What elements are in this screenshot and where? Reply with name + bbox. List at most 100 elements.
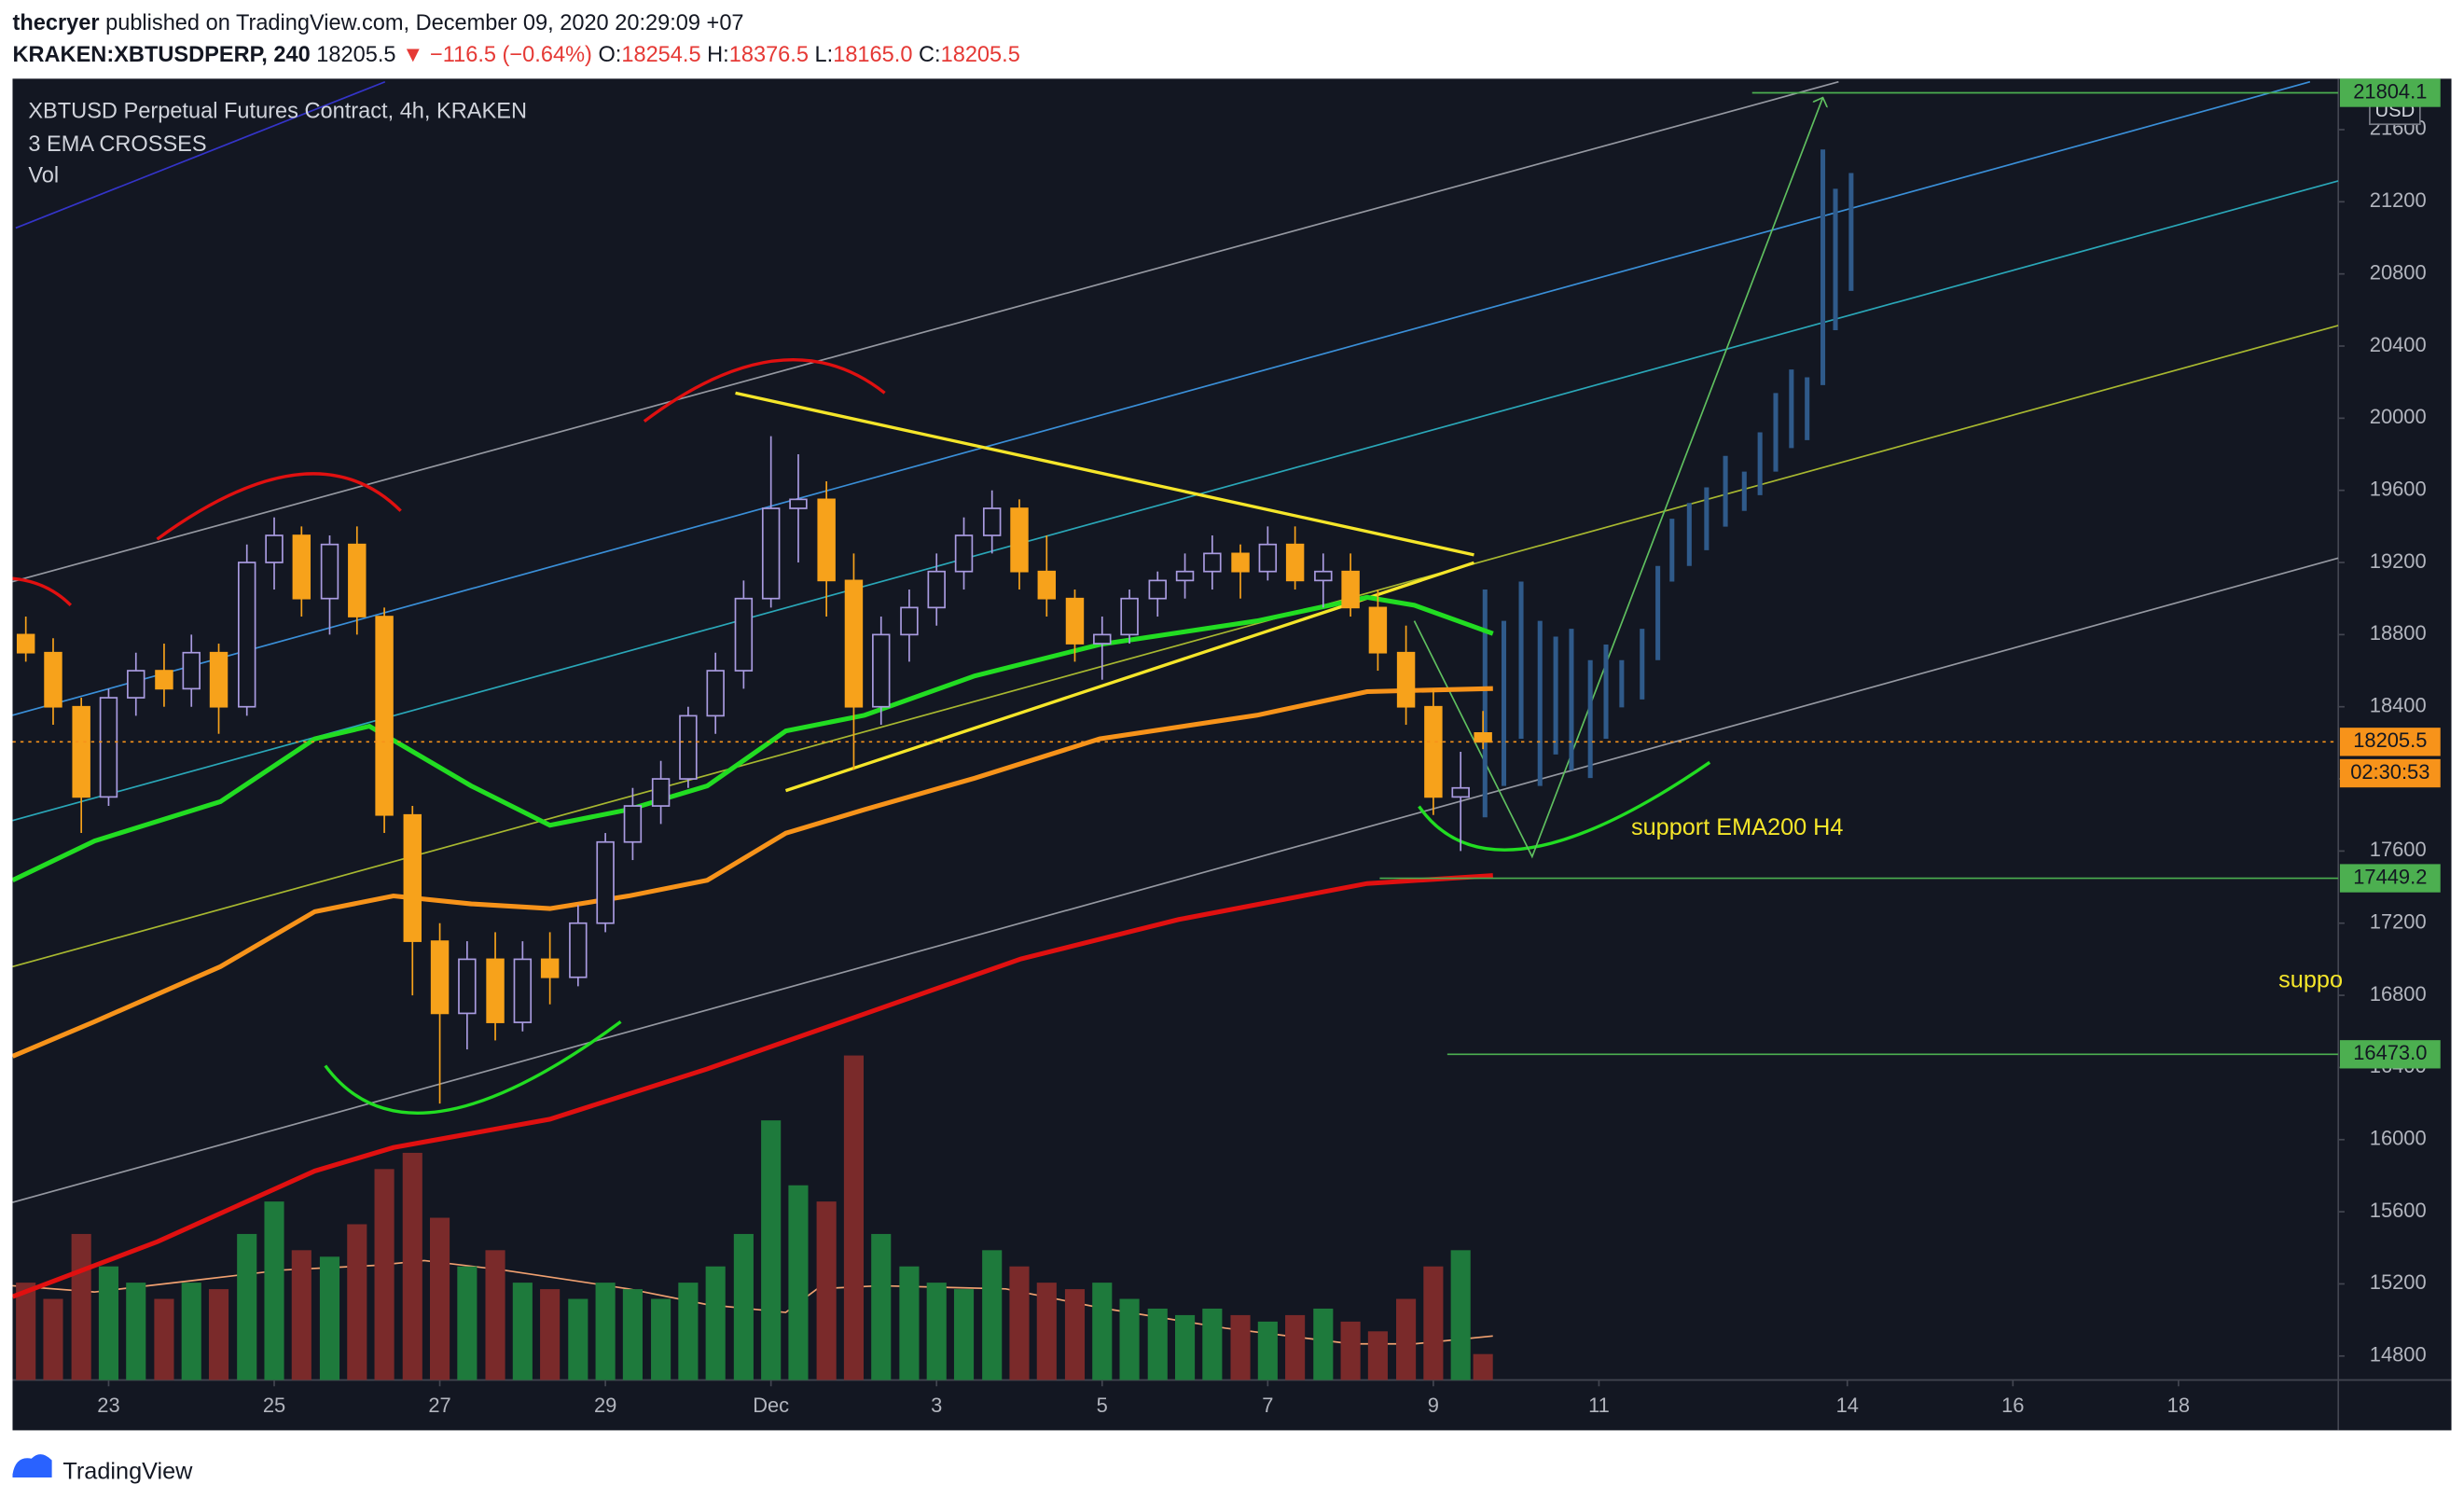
ohlc-value: 18205.5	[941, 42, 1020, 66]
channel-line	[12, 80, 1839, 583]
symbol: KRAKEN:XBTUSDPERP, 240	[12, 42, 310, 66]
volume-bar	[98, 1266, 119, 1380]
triangle-line	[735, 391, 1474, 557]
volume-bar	[43, 1298, 63, 1380]
volume-bar	[1147, 1308, 1168, 1380]
volume-bar	[1009, 1266, 1030, 1380]
volume-bar	[1064, 1289, 1086, 1380]
volume-bar	[1092, 1283, 1113, 1380]
candle-body	[651, 778, 671, 807]
legend-indicator: 3 EMA CROSSES	[28, 132, 206, 156]
volume-bar	[1367, 1331, 1388, 1380]
candle-body	[403, 813, 422, 942]
y-tick-label: 19200	[2370, 549, 2427, 573]
price-marker-label: 16473.0	[2353, 1041, 2427, 1064]
candle-body	[1396, 651, 1416, 708]
candle-body	[1474, 732, 1492, 743]
volume-bar	[1396, 1298, 1417, 1380]
volume-bar	[1257, 1321, 1278, 1380]
volume-bar	[512, 1283, 533, 1380]
candle-body	[1258, 543, 1278, 573]
ohlc-value: 18376.5	[729, 42, 809, 66]
volume-bar	[678, 1283, 699, 1380]
x-tick-label: 25	[263, 1394, 285, 1417]
price-axis: 1480015200156001600016400168001720017600…	[97, 117, 2426, 1417]
volume-bar	[540, 1289, 561, 1380]
annotation: support EMA200 H4	[1631, 814, 1844, 840]
volume-bar	[982, 1250, 1003, 1380]
candle-body	[540, 958, 560, 978]
candle-body	[1424, 705, 1443, 798]
volume-bar	[319, 1256, 340, 1380]
projection-bars	[1482, 149, 1854, 818]
ema-line	[12, 873, 1493, 1299]
volume-bar	[843, 1055, 865, 1380]
candle-body	[1037, 570, 1057, 600]
volume-bar	[1313, 1308, 1334, 1380]
price-marker	[2339, 864, 2441, 893]
candle-body	[679, 714, 698, 780]
volume-bar	[374, 1169, 395, 1380]
candle-body	[1065, 597, 1085, 645]
candle-body	[1203, 552, 1222, 573]
volume-bar	[733, 1233, 754, 1380]
volume-bar	[622, 1289, 643, 1380]
candle-body	[1341, 570, 1360, 609]
ohlc-key: C:	[919, 42, 941, 66]
volume-bar	[291, 1250, 311, 1380]
y-tick-label: 21200	[2370, 188, 2427, 212]
volume-bar	[1036, 1283, 1057, 1380]
candle-body	[1120, 597, 1139, 636]
trend-line	[15, 80, 386, 229]
volume-bar	[457, 1266, 478, 1380]
candle-body	[1285, 543, 1305, 582]
price-marker	[2339, 78, 2441, 107]
author: thecryer published on TradingView.com, D…	[12, 10, 743, 35]
symbol-line: KRAKEN:XBTUSDPERP, 240 18205.5 ▼ −116.5 …	[12, 42, 1019, 66]
candle-body	[1175, 570, 1195, 582]
y-tick-label: 16800	[2370, 982, 2427, 1006]
volume-bar	[1450, 1250, 1471, 1380]
y-tick-label: 15200	[2370, 1270, 2427, 1294]
candle-body	[1314, 570, 1333, 582]
legend-volume: Vol	[28, 163, 59, 187]
legend-title: XBTUSD Perpetual Futures Contract, 4h, K…	[28, 98, 527, 122]
arc	[324, 1019, 622, 1115]
volume-bar	[1423, 1266, 1444, 1380]
candle-body	[900, 606, 919, 636]
price-change: ▼ −116.5 (−0.64%)	[402, 42, 592, 66]
volume-bar	[1119, 1298, 1140, 1380]
volume-bar	[871, 1233, 892, 1380]
countdown-box	[2339, 758, 2441, 788]
y-tick-label: 17600	[2370, 838, 2427, 861]
x-tick-label: 5	[1097, 1394, 1108, 1417]
candle-body	[872, 633, 891, 708]
candle-body	[734, 597, 754, 672]
candle-body	[430, 940, 450, 1015]
volume-bar	[71, 1233, 91, 1380]
candle-body	[1451, 786, 1470, 798]
candle-body	[513, 958, 533, 1023]
candle-body	[348, 543, 367, 617]
volume-bar	[16, 1283, 36, 1380]
candle-body	[1093, 633, 1112, 645]
y-tick-label: 20400	[2370, 333, 2427, 356]
volume-bar	[1285, 1314, 1306, 1380]
candle-body	[1148, 579, 1167, 600]
volume-bar	[1340, 1321, 1361, 1380]
y-tick-label: 20000	[2370, 405, 2427, 428]
volume-bar	[1473, 1353, 1493, 1380]
volume-bar	[126, 1283, 146, 1380]
candle-body	[99, 697, 118, 798]
volume-bar	[953, 1289, 975, 1380]
volume-bar	[347, 1224, 367, 1380]
candle-body	[375, 616, 394, 816]
x-tick-label: 3	[931, 1394, 942, 1417]
volume-bar	[1230, 1314, 1251, 1380]
y-tick-label: 20800	[2370, 260, 2427, 284]
price-marker-label: 18205.5	[2353, 728, 2427, 752]
price-marker	[2339, 728, 2441, 756]
volume-bar	[705, 1266, 726, 1380]
volume-bar	[1174, 1314, 1196, 1380]
price-marker-label: 21804.1	[2353, 79, 2427, 103]
